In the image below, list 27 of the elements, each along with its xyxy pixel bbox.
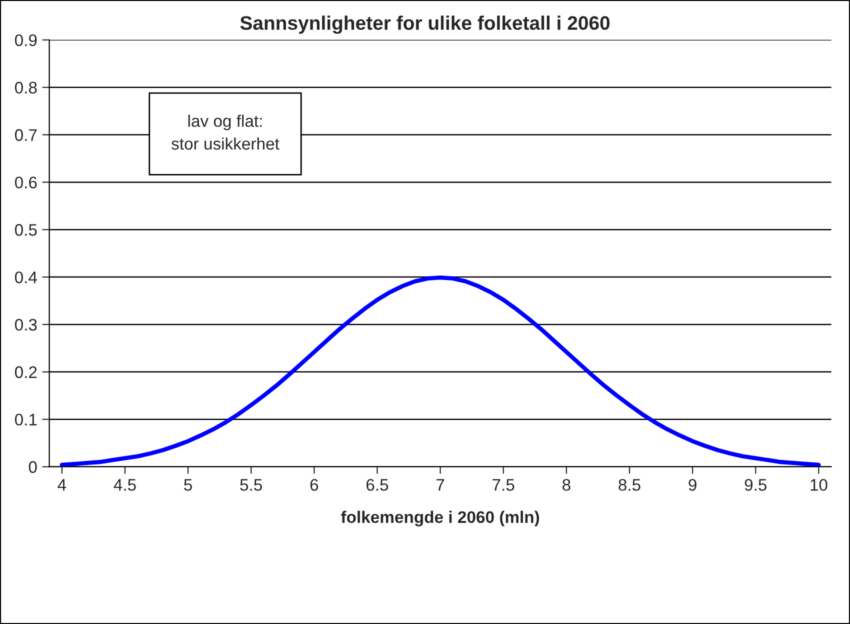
x-axis-title: folkemengde i 2060 (mln) [341,510,540,526]
x-tick-label: 7.5 [492,479,514,491]
x-tick-label: 7 [436,479,444,491]
x-tick-label: 8 [562,479,570,491]
y-tick-label: 0.9 [14,34,37,46]
chart-title: Sannsynligheter for ulike folketall i 2060 [240,16,610,34]
x-tick-label: 10 [810,479,828,491]
y-tick-label: 0 [28,461,37,473]
y-tick-label: 0.3 [14,318,37,331]
annotation: lav og flat: stor usikkerhet [172,114,280,150]
x-tick-label: 4.5 [114,479,136,491]
x-tick-label: 5.5 [240,479,262,491]
x-tick-label: 9 [688,479,696,491]
line-series [60,275,821,467]
x-tick-label: 4 [58,479,66,491]
x-tick-label: 6.5 [366,479,388,491]
y-tick-label: 0.7 [14,129,37,141]
y-tick-label: 0.8 [14,82,37,94]
y-tick-label: 0.1 [14,414,37,426]
x-tick-label: 8.5 [618,479,640,491]
y-tick-label: 0.6 [14,176,37,188]
x-tick-label: 5 [184,479,192,491]
y-tick-label: 0.2 [14,366,37,378]
x-tick-label: 9.5 [744,479,767,491]
y-tick-label: 0.4 [14,271,38,284]
y-tick-label: 0.5 [14,224,37,236]
x-tick-label: 6 [310,479,318,491]
